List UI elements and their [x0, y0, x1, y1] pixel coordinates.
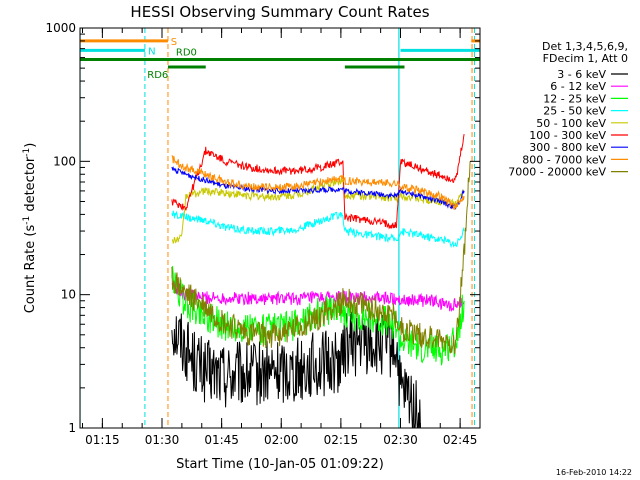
y-axis: 1 10 100 1000: [45, 21, 480, 435]
x-tick-label: 02:45: [443, 433, 478, 447]
y-tick-label: 10: [61, 288, 76, 302]
x-axis: 01:15 01:30 01:45 02:00 02:15 02:30 02:45: [82, 28, 481, 447]
series-line: [171, 311, 421, 428]
series-line: [171, 155, 465, 211]
y-axis-label: Count Rate (s-1 detector-1): [22, 143, 38, 314]
series-line: [171, 266, 465, 366]
chart-title: HESSI Observing Summary Count Rates: [130, 3, 429, 21]
legend-entry-label: 100 - 300 keV: [529, 129, 606, 142]
plot-frame: [79, 27, 481, 429]
series-line: [171, 210, 465, 249]
legend-entry-label: 7000 - 20000 keV: [508, 166, 606, 179]
flag-label: RD0: [176, 48, 197, 59]
flag-label: S: [171, 37, 177, 48]
legend-header: Det 1,3,4,5,6,9,: [542, 40, 628, 53]
x-tick-label: 02:30: [383, 433, 418, 447]
legend-entry-label: 800 - 7000 keV: [522, 153, 606, 166]
x-tick-label: 02:00: [264, 433, 299, 447]
series-line: [171, 134, 465, 230]
x-tick-label: 02:15: [324, 433, 359, 447]
legend-entry-label: 12 - 25 keV: [543, 92, 606, 105]
y-tick-label: 1: [68, 421, 76, 435]
y-tick-label: 100: [53, 154, 76, 168]
legend-entry-label: 300 - 800 keV: [529, 141, 606, 154]
series-line: [171, 280, 465, 313]
legend: Det 1,3,4,5,6,9,FDecim 1, Att 0 3 - 6 keV…: [508, 40, 628, 179]
legend-entry-label: 6 - 12 keV: [550, 80, 606, 93]
series-line: [171, 161, 471, 354]
x-axis-label: Start Time (10-Jan-05 01:09:22): [176, 457, 384, 472]
footer-timestamp: 16-Feb-2010 14:22: [556, 468, 632, 477]
legend-entry-label: 3 - 6 keV: [557, 68, 606, 81]
flag-label: N: [148, 46, 155, 57]
flag-label: RD6: [147, 70, 168, 81]
legend-header: FDecim 1, Att 0: [543, 52, 628, 65]
y-tick-label: 1000: [45, 21, 76, 35]
legend-entry-label: 50 - 100 keV: [536, 117, 606, 130]
x-tick-label: 01:30: [145, 433, 180, 447]
x-tick-label: 01:15: [85, 433, 120, 447]
series-line: [171, 166, 465, 210]
legend-entry-label: 25 - 50 keV: [543, 105, 606, 118]
x-tick-label: 01:45: [204, 433, 239, 447]
